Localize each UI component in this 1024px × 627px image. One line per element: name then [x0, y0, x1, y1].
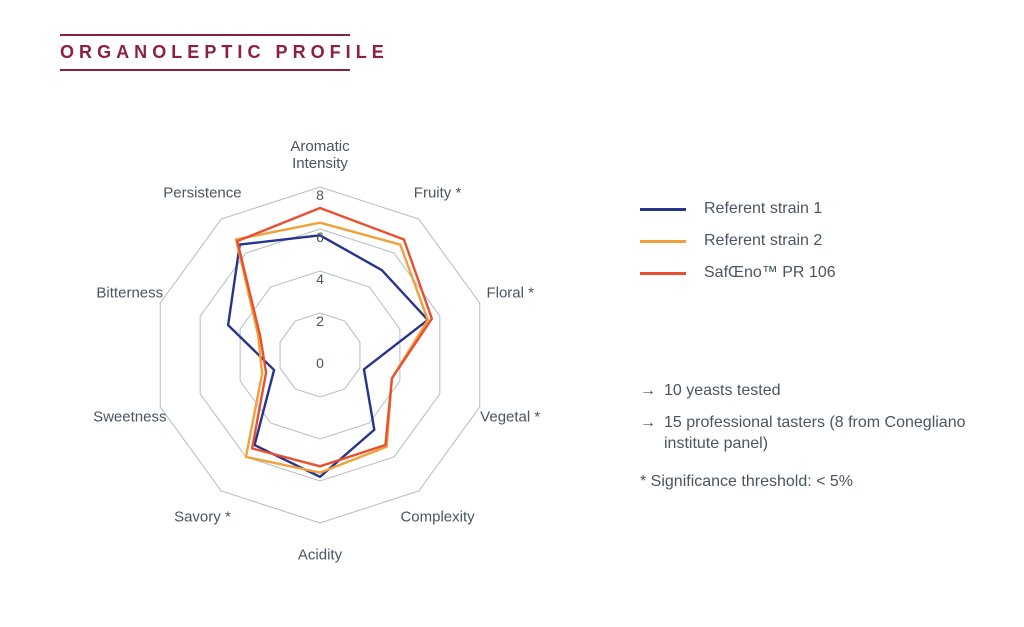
legend-swatch	[640, 240, 686, 243]
axis-label: Sweetness	[93, 408, 166, 425]
axis-label: Vegetal *	[480, 408, 540, 425]
axis-label: Fruity *	[414, 185, 462, 202]
legend: Referent strain 1 Referent strain 2 SafŒno…	[640, 200, 980, 296]
tick-label: 0	[316, 355, 324, 371]
note-line: → 15 professional tasters (8 from Conegli…	[640, 412, 980, 455]
notes-block: → 10 yeasts tested → 15 professional taster…	[640, 380, 980, 491]
legend-label: Referent strain 1	[704, 200, 822, 218]
note-line: → 10 yeasts tested	[640, 380, 980, 402]
axis-label: Complexity	[400, 508, 474, 525]
radar-chart: AromaticIntensity Fruity * Floral * Vegetal…	[60, 110, 580, 590]
series-line	[228, 235, 428, 476]
page-root: ORGANOLEPTIC PROFILE AromaticIntensity Fr…	[0, 0, 1024, 627]
legend-item: SafŒno™ PR 106	[640, 264, 980, 282]
legend-label: SafŒno™ PR 106	[704, 264, 836, 282]
legend-label: Referent strain 2	[704, 232, 822, 250]
note-text: 10 yeasts tested	[664, 380, 781, 402]
tick-label: 2	[316, 313, 324, 329]
page-title: ORGANOLEPTIC PROFILE	[60, 36, 389, 69]
arrow-icon: →	[640, 412, 656, 434]
axis-label: Floral *	[486, 285, 534, 302]
note-text: 15 professional tasters (8 from Coneglia…	[664, 412, 980, 455]
axis-label: Acidity	[298, 546, 342, 563]
legend-swatch	[640, 272, 686, 275]
title-rule-bottom	[60, 69, 350, 71]
legend-item: Referent strain 1	[640, 200, 980, 218]
radar-series	[228, 208, 432, 477]
tick-label: 8	[316, 187, 324, 203]
legend-item: Referent strain 2	[640, 232, 980, 250]
arrow-icon: →	[640, 380, 656, 402]
footnote: * Significance threshold: < 5%	[640, 473, 980, 491]
axis-label: Persistence	[163, 185, 241, 202]
notes-list: → 10 yeasts tested → 15 professional taster…	[640, 380, 980, 455]
axis-label: AromaticIntensity	[290, 138, 349, 173]
legend-swatch	[640, 208, 686, 211]
tick-label: 6	[316, 229, 324, 245]
axis-label: Savory *	[174, 508, 231, 525]
title-block: ORGANOLEPTIC PROFILE	[60, 34, 389, 71]
axis-label: Bitterness	[96, 285, 163, 302]
tick-label: 4	[316, 271, 324, 287]
